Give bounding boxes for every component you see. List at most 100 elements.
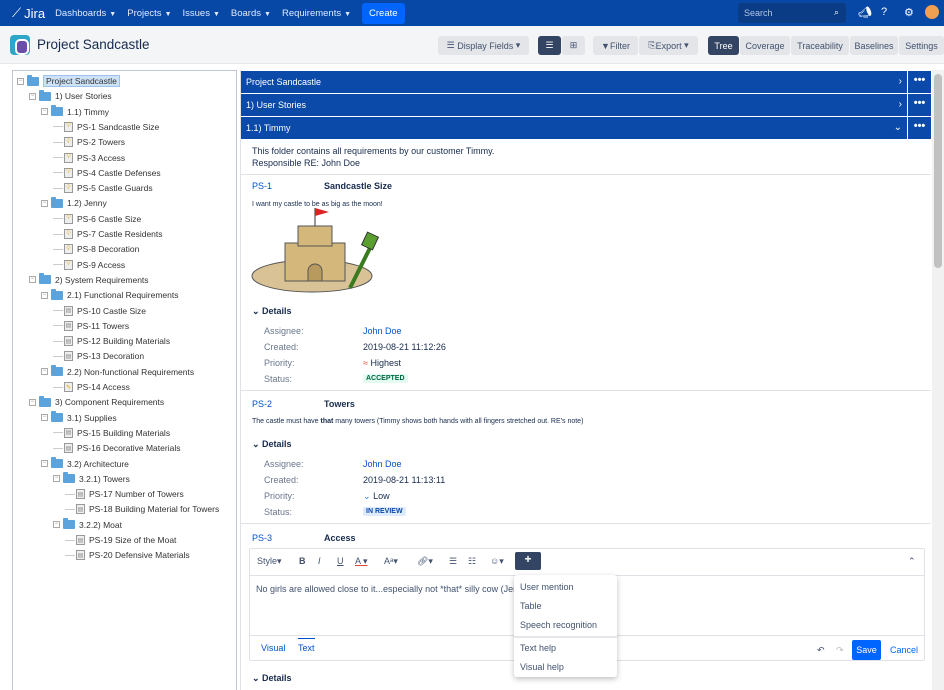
tree-item[interactable]: 💡︎ PS-6 Castle Size <box>53 212 141 226</box>
editor-textarea[interactable]: No girls are allowed close to it...espec… <box>256 584 528 594</box>
item-key[interactable]: PS-3 <box>252 533 273 543</box>
details-toggle[interactable]: ⌄ Details <box>252 439 292 449</box>
collapse-icon[interactable]: − <box>53 475 60 483</box>
tab-traceability[interactable]: Traceability <box>791 36 849 55</box>
scrollbar-thumb[interactable] <box>934 74 942 268</box>
link-button[interactable]: 🔗︎▾ <box>417 556 433 566</box>
collapse-icon[interactable]: − <box>17 77 24 85</box>
more-button[interactable]: ••• <box>908 94 931 116</box>
cancel-button[interactable]: Cancel <box>890 645 919 655</box>
collapse-icon[interactable]: − <box>29 92 36 100</box>
numbered-list-button[interactable]: ☷ <box>468 556 477 566</box>
display-fields-button[interactable]: ☰ Display Fields ▾ <box>438 36 529 55</box>
tree-folder[interactable]: − 1.2) Jenny <box>41 196 107 210</box>
notifications-icon[interactable]: 📣︎ <box>858 7 872 19</box>
tree-folder[interactable]: − 3.1) Supplies <box>41 411 117 425</box>
collapse-icon[interactable]: − <box>29 398 36 406</box>
underline-button[interactable]: U <box>337 556 344 566</box>
more-button[interactable]: ••• <box>908 71 931 93</box>
item-title[interactable]: Sandcastle Size <box>324 181 393 191</box>
bar-user-stories[interactable]: 1) User Stories › <box>241 94 907 116</box>
collapse-icon[interactable]: − <box>53 521 60 529</box>
list-view-button[interactable]: ☰ <box>538 36 561 55</box>
tab-text[interactable]: Text <box>298 638 315 653</box>
bar-timmy[interactable]: 1.1) Timmy ⌄ <box>241 117 907 139</box>
save-button[interactable]: Save <box>852 640 881 660</box>
collapse-icon[interactable]: − <box>41 460 48 467</box>
undo-icon[interactable]: ↶ <box>817 645 825 655</box>
tree-item[interactable]: 💡︎ PS-9 Access <box>53 258 125 272</box>
collapse-icon[interactable]: − <box>41 199 48 207</box>
item-title[interactable]: Towers <box>324 399 355 409</box>
tree-folder[interactable]: − 2) System Requirements <box>29 273 149 287</box>
tab-tree[interactable]: Tree <box>708 36 739 55</box>
emoji-button[interactable]: ☺▾ <box>490 556 504 566</box>
tree-item[interactable]: 💡︎ PS-8 Decoration <box>53 242 139 256</box>
tree-item[interactable]: ▤ PS-10 Castle Size <box>53 304 146 318</box>
assignee-link[interactable]: John Doe <box>363 326 402 336</box>
create-button[interactable]: Create <box>362 2 405 24</box>
tree-item[interactable]: ▤ PS-19 Size of the Moat <box>65 533 176 547</box>
tree-item[interactable]: 💡︎ PS-7 Castle Residents <box>53 227 163 241</box>
text-effects-button[interactable]: Aᵃ▾ <box>384 556 398 566</box>
collapse-icon[interactable]: − <box>29 276 36 284</box>
tree-folder[interactable]: − 3.2.2) Moat <box>53 518 122 532</box>
menu-item-visual-help[interactable]: Visual help <box>520 662 564 672</box>
search-input[interactable]: Search ⌕ <box>738 3 846 23</box>
tree-item[interactable]: ▤ PS-16 Decorative Materials <box>53 441 180 455</box>
tree-folder[interactable]: − 2.1) Functional Requirements <box>41 288 179 302</box>
tree-item[interactable]: 💡︎ PS-2 Towers <box>53 135 125 149</box>
tab-visual[interactable]: Visual <box>261 643 286 653</box>
tree-item[interactable]: 💡︎ PS-3 Access <box>53 151 125 165</box>
nav-requirements[interactable]: Requirements ▼ <box>281 7 352 19</box>
collapse-icon[interactable]: − <box>41 291 48 299</box>
collapse-icon[interactable]: − <box>41 414 48 422</box>
nav-projects[interactable]: Projects ▼ <box>127 7 172 19</box>
text-color-button[interactable]: A ▾ <box>355 556 368 566</box>
style-dropdown[interactable]: Style▾ <box>257 556 282 566</box>
avatar[interactable] <box>925 5 939 19</box>
tree-item[interactable]: 💡︎ PS-4 Castle Defenses <box>53 166 161 180</box>
tree-item[interactable]: ▤ PS-17 Number of Towers <box>65 487 184 501</box>
tree-item[interactable]: ▤ PS-13 Decoration <box>53 349 144 363</box>
export-button[interactable]: ⎘ Export ▾ <box>639 36 698 55</box>
collapse-icon[interactable]: − <box>41 108 48 116</box>
tree-item[interactable]: 💡︎ PS-1 Sandcastle Size <box>53 120 159 134</box>
tree-folder[interactable]: − 3) Component Requirements <box>29 395 164 409</box>
details-toggle[interactable]: ⌄ Details <box>252 673 292 683</box>
menu-item-speech-recognition[interactable]: Speech recognition <box>520 620 598 630</box>
item-key[interactable]: PS-2 <box>252 399 273 409</box>
tree-item[interactable]: ▤ PS-11 Towers <box>53 319 129 333</box>
item-key[interactable]: PS-1 <box>252 181 273 191</box>
filter-button[interactable]: ▼ Filter <box>593 36 638 55</box>
nav-issues[interactable]: Issues ▼ <box>182 7 220 19</box>
menu-item-table[interactable]: Table <box>520 601 542 611</box>
menu-item-user-mention[interactable]: User mention <box>520 582 574 592</box>
insert-more-button[interactable]: + <box>515 552 541 570</box>
scrollbar[interactable] <box>932 70 944 690</box>
gear-icon[interactable]: ⚙ <box>904 7 914 19</box>
tree-item[interactable]: ▤ PS-15 Building Materials <box>53 426 170 440</box>
collapse-icon[interactable]: − <box>41 368 48 376</box>
bar-project[interactable]: Project Sandcastle › <box>241 71 907 93</box>
tree-item[interactable]: ▤ PS-18 Building Material for Towers <box>65 502 219 516</box>
tree-folder[interactable]: − 1.1) Timmy <box>41 105 109 119</box>
tree-folder[interactable]: − 3.2.1) Towers <box>53 472 130 486</box>
italic-button[interactable]: I <box>318 556 321 566</box>
tab-settings[interactable]: Settings <box>899 36 944 55</box>
help-icon[interactable]: ? <box>881 6 888 18</box>
tree-item[interactable]: 💡︎ PS-5 Castle Guards <box>53 181 153 195</box>
tree-folder[interactable]: − 2.2) Non-functional Requirements <box>41 365 194 379</box>
bold-button[interactable]: B <box>299 556 306 566</box>
menu-item-text-help[interactable]: Text help <box>520 643 557 653</box>
more-button[interactable]: ••• <box>908 117 931 139</box>
tree-item[interactable]: ▤ PS-20 Defensive Materials <box>65 548 190 562</box>
tree-item[interactable]: ✎ PS-14 Access <box>53 380 130 394</box>
tab-coverage[interactable]: Coverage <box>740 36 790 55</box>
tab-baselines[interactable]: Baselines <box>850 36 898 55</box>
bullet-list-button[interactable]: ☰ <box>449 556 458 566</box>
tree-item[interactable]: ▤ PS-12 Building Materials <box>53 334 170 348</box>
grid-view-button[interactable]: ⊞ <box>562 36 585 55</box>
redo-icon[interactable]: ↷ <box>836 645 844 655</box>
nav-dashboards[interactable]: Dashboards ▼ <box>55 7 117 19</box>
